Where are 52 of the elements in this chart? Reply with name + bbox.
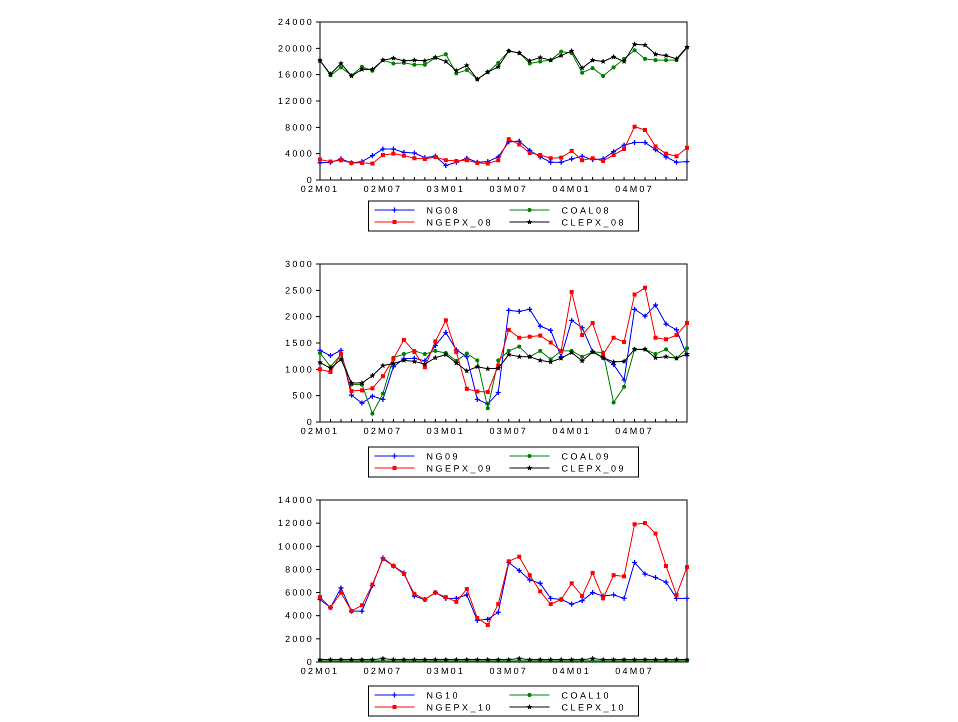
y-tick-label: 8000 xyxy=(285,122,314,132)
y-tick-label: 12000 xyxy=(278,518,314,528)
x-tick-label: 03M07 xyxy=(489,666,528,676)
legend-label: NG10 xyxy=(426,690,460,700)
y-tick-label: 2500 xyxy=(285,285,314,296)
legend-label: CLEPX_10 xyxy=(562,702,626,712)
y-tick-label: 6000 xyxy=(285,588,314,598)
legend-label: COAL08 xyxy=(562,206,612,216)
x-tick-label: 02M07 xyxy=(364,666,402,676)
legend-label: NG08 xyxy=(426,206,460,216)
y-tick-label: 2000 xyxy=(285,312,314,322)
y-tick-label: 24000 xyxy=(278,17,314,27)
legend-label: CLEPX_08 xyxy=(562,218,626,228)
y-tick-label: 0 xyxy=(306,417,314,427)
legend-label: COAL09 xyxy=(562,452,612,462)
x-tick-label: 03M01 xyxy=(426,426,466,436)
x-tick-label: 04M07 xyxy=(615,666,654,676)
x-tick-label: 04M07 xyxy=(615,426,654,436)
x-tick-label: 04M07 xyxy=(615,184,654,194)
y-tick-label: 1500 xyxy=(285,338,314,348)
y-tick-label: 4000 xyxy=(285,148,314,159)
y-tick-label: 16000 xyxy=(278,70,314,80)
x-tick-label: 02M07 xyxy=(364,184,402,194)
y-tick-label: 20000 xyxy=(278,43,314,54)
legend-label: COAL10 xyxy=(562,690,612,700)
y-tick-label: 0 xyxy=(306,175,314,185)
x-tick-label: 04M01 xyxy=(552,426,591,436)
y-tick-label: 10000 xyxy=(278,541,314,552)
x-tick-label: 03M01 xyxy=(426,666,466,676)
y-tick-label: 12000 xyxy=(278,96,314,106)
legend-label: NGEPX_10 xyxy=(426,702,494,712)
x-tick-label: 02M01 xyxy=(300,184,340,194)
y-tick-label: 3000 xyxy=(285,259,314,269)
x-tick-label: 02M01 xyxy=(300,666,340,676)
x-tick-label: 04M01 xyxy=(552,184,591,194)
y-tick-label: 0 xyxy=(306,657,314,667)
y-tick-label: 500 xyxy=(292,390,314,401)
x-tick-label: 04M01 xyxy=(552,666,591,676)
y-tick-label: 14000 xyxy=(278,495,314,505)
y-tick-label: 4000 xyxy=(285,610,314,621)
x-tick-label: 02M07 xyxy=(364,426,402,436)
y-tick-label: 2000 xyxy=(285,634,314,644)
legend-label: NGEPX_08 xyxy=(426,218,494,228)
x-tick-label: 03M01 xyxy=(426,184,466,194)
x-tick-label: 03M07 xyxy=(489,426,528,436)
y-tick-label: 1000 xyxy=(285,364,314,374)
y-tick-label: 8000 xyxy=(285,564,314,574)
legend-label: NGEPX_09 xyxy=(426,464,494,474)
legend-label: CLEPX_09 xyxy=(562,464,626,474)
x-tick-label: 02M01 xyxy=(300,426,340,436)
legend-label: NG09 xyxy=(426,452,460,462)
x-tick-label: 03M07 xyxy=(489,184,528,194)
